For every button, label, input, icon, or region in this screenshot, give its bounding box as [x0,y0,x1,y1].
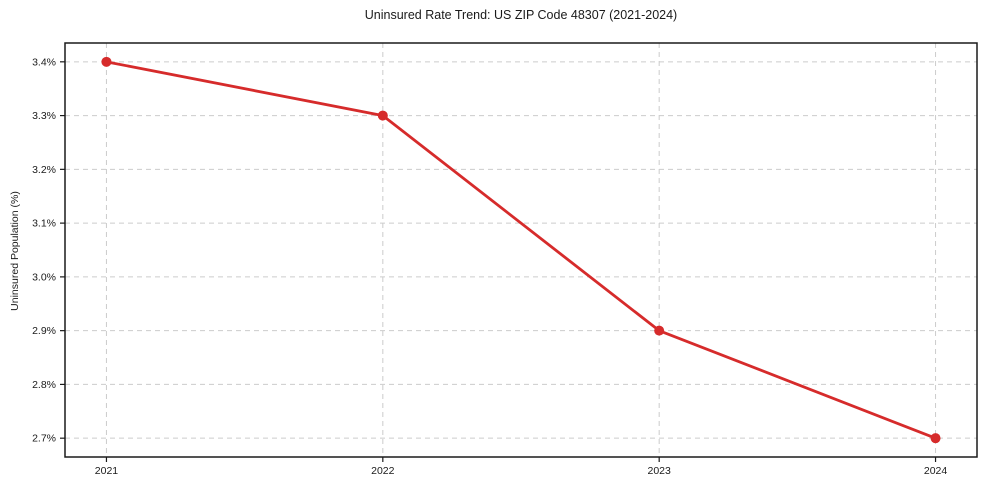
data-point [654,325,665,336]
y-tick-label: 2.9% [32,325,56,337]
x-tick-label: 2023 [648,465,672,477]
y-tick-label: 3.0% [32,271,56,283]
y-tick-label: 3.2% [32,164,56,176]
y-tick-label: 2.7% [32,433,56,445]
x-tick-label: 2022 [371,465,395,477]
data-point [377,110,388,121]
x-tick-label: 2021 [95,465,119,477]
trend-line [105,60,937,440]
y-tick-label: 3.1% [32,218,56,230]
x-tick-label: 2024 [924,465,948,477]
y-tick-label: 3.3% [32,110,56,122]
axes-frame [64,42,978,458]
data-point [101,56,112,67]
chart-title: Uninsured Rate Trend: US ZIP Code 48307 … [364,8,678,22]
y-axis-label: Uninsured Population (%) [9,191,21,311]
y-tick-label: 3.4% [32,56,56,68]
y-tick-label: 2.8% [32,379,56,391]
data-point [930,433,941,444]
